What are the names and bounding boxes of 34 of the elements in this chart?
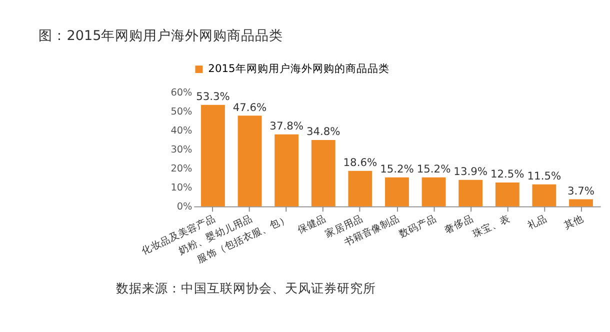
y-tick-label: 40% bbox=[170, 126, 192, 137]
y-tick-label: 60% bbox=[170, 87, 192, 98]
x-tick-label: 其他 bbox=[562, 212, 586, 232]
bar bbox=[458, 180, 483, 206]
chart-title: 图：2015年网购用户海外网购商品品类 bbox=[38, 28, 284, 44]
text: 15.2% bbox=[380, 162, 414, 176]
bar bbox=[311, 140, 336, 206]
y-tick-label: 10% bbox=[170, 182, 192, 194]
bar bbox=[348, 170, 372, 206]
text: 47.6% bbox=[232, 100, 267, 114]
text: 11.5% bbox=[527, 170, 562, 183]
legend-label: 2015年网购用户海外网购的商品品类 bbox=[208, 62, 390, 76]
text: 37.8% bbox=[270, 119, 304, 132]
text: 13.9% bbox=[454, 165, 488, 178]
y-tick-label: 20% bbox=[170, 164, 192, 175]
text: 18.6% bbox=[343, 156, 378, 170]
text: 15.2% bbox=[416, 162, 451, 176]
y-tick-label: 30% bbox=[170, 144, 192, 156]
bar bbox=[569, 199, 593, 206]
source-note: 数据来源：中国互联网协会、天风证券研究所 bbox=[116, 280, 376, 296]
bar bbox=[422, 177, 446, 206]
text: 12.5% bbox=[490, 168, 524, 181]
x-tick-label: 礼品 bbox=[526, 212, 549, 232]
text: 34.8% bbox=[306, 125, 340, 138]
bar bbox=[274, 134, 299, 206]
text: 3.7% bbox=[567, 184, 595, 198]
bar bbox=[385, 177, 409, 206]
y-tick-label: 0% bbox=[176, 202, 192, 213]
bar bbox=[201, 104, 225, 206]
y-tick-label: 50% bbox=[170, 106, 192, 118]
text: 53.3% bbox=[196, 90, 230, 103]
bar bbox=[238, 116, 262, 206]
bar bbox=[495, 182, 520, 206]
bar bbox=[532, 184, 556, 206]
